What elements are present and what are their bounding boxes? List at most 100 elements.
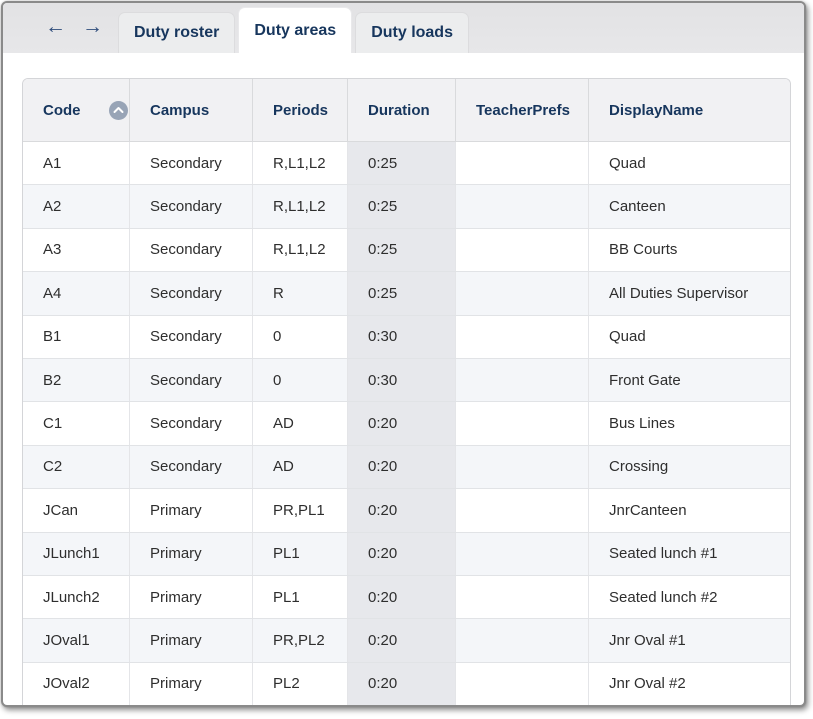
tab-duty-loads[interactable]: Duty loads [355,12,469,53]
cell-displayname[interactable]: Jnr Oval #1 [609,631,686,649]
cell-teacherprefs[interactable] [456,619,589,662]
tab-bar: ← → Duty roster Duty areas Duty loads [3,3,804,53]
cell-code[interactable]: JOval2 [23,662,130,705]
cell-displayname[interactable]: Seated lunch #1 [609,545,718,563]
column-header-code[interactable]: Code [23,79,130,141]
cell-campus[interactable]: Primary [130,662,253,705]
cell-teacherprefs[interactable] [456,185,589,228]
cell-periods[interactable]: PL1 [253,575,348,619]
cell-periods[interactable]: PL1 [253,532,348,575]
cell-campus[interactable]: Primary [130,619,253,662]
cell-teacherprefs[interactable] [456,706,589,707]
cell-code[interactable]: B1 [23,315,130,358]
cell-duration[interactable]: 0:30 [348,315,456,358]
tab-list: Duty roster Duty areas Duty loads [118,7,469,53]
cell-campus[interactable]: Secondary [130,228,253,272]
cell-displayname[interactable]: Bus Lines [609,415,675,433]
cell-duration[interactable]: 0:25 [348,185,456,228]
cell-displayname[interactable]: BB Courts [609,241,678,259]
cell-displayname[interactable] [589,706,790,707]
cell-duration[interactable]: 0:20 [348,662,456,705]
cell-duration[interactable]: 0:20 [348,619,456,662]
column-header-campus[interactable]: Campus [130,79,253,141]
cell-campus[interactable]: Primary [130,575,253,619]
cell-periods[interactable]: PR,PL2 [253,619,348,662]
cell-campus[interactable]: Secondary [130,272,253,315]
tab-duty-roster[interactable]: Duty roster [118,12,236,53]
cell-displayname[interactable]: Canteen [609,198,666,216]
cell-periods[interactable]: R [253,272,348,315]
cell-teacherprefs[interactable] [456,575,589,619]
cell-campus[interactable] [130,706,253,707]
column-header-displayname[interactable]: DisplayName [589,79,790,141]
cell-teacherprefs[interactable] [456,402,589,445]
cell-code[interactable]: C2 [23,445,130,489]
cell-teacherprefs[interactable] [456,142,589,185]
cell-campus[interactable]: Secondary [130,142,253,185]
cell-campus[interactable]: Primary [130,489,253,532]
cell-code[interactable]: JOval1 [23,619,130,662]
cell-campus[interactable]: Secondary [130,185,253,228]
cell-duration[interactable]: 0:20 [348,402,456,445]
column-header-teacherprefs[interactable]: TeacherPrefs [456,79,589,141]
cell-displayname[interactable]: Front Gate [609,371,681,389]
cell-displayname[interactable]: Seated lunch #2 [609,588,718,606]
cell-duration[interactable]: 0:20 [348,532,456,575]
column-header-duration[interactable]: Duration [348,79,456,141]
cell-displayname[interactable]: All Duties Supervisor [609,284,749,302]
cell-duration[interactable]: 0:20 [348,575,456,619]
cell-code[interactable]: JCan [23,489,130,532]
table-row: B2 Secondary 0 0:30 Front Gate [23,358,790,403]
tab-duty-areas[interactable]: Duty areas [238,7,353,53]
cell-periods[interactable]: PR,PL1 [253,489,348,532]
cell-code[interactable]: A3 [23,228,130,272]
cell-periods[interactable]: R,L1,L2 [253,228,348,272]
cell-duration[interactable] [348,706,456,707]
cell-campus[interactable]: Secondary [130,315,253,358]
cell-periods[interactable]: AD [253,445,348,489]
cell-duration[interactable]: 0:20 [348,445,456,489]
cell-teacherprefs[interactable] [456,662,589,705]
cell-teacherprefs[interactable] [456,315,589,358]
cell-campus[interactable]: Secondary [130,358,253,402]
cell-duration[interactable]: 0:30 [348,358,456,402]
cell-code[interactable]: JLunch1 [23,532,130,575]
cell-code[interactable]: B2 [23,358,130,402]
cell-displayname[interactable]: Quad [609,154,646,172]
cell-periods[interactable]: R,L1,L2 [253,142,348,185]
cell-teacherprefs[interactable] [456,489,589,532]
cell-duration[interactable]: 0:25 [348,228,456,272]
cell-teacherprefs[interactable] [456,445,589,489]
cell-code[interactable]: JLunch2 [23,575,130,619]
cell-campus[interactable]: Secondary [130,445,253,489]
cell-displayname[interactable]: Crossing [609,458,669,476]
cell-duration[interactable]: 0:20 [348,489,456,532]
cell-duration[interactable]: 0:25 [348,272,456,315]
cell-periods[interactable]: AD [253,402,348,445]
cell-displayname[interactable]: Quad [609,328,646,346]
duty-areas-table: Code Campus Periods Duration TeacherPrefs Dis… [22,78,791,707]
cell-periods[interactable]: PL2 [253,662,348,705]
cell-code[interactable]: C1 [23,402,130,445]
cell-code[interactable]: A2 [23,185,130,228]
partial-next-row [23,706,790,707]
cell-campus[interactable]: Secondary [130,402,253,445]
cell-displayname[interactable]: Jnr Oval #2 [609,675,686,693]
focused-code-cell[interactable] [23,706,130,707]
column-header-periods[interactable]: Periods [253,79,348,141]
cell-campus[interactable]: Primary [130,532,253,575]
cell-teacherprefs[interactable] [456,532,589,575]
cell-displayname[interactable]: JnrCanteen [609,501,687,519]
cell-periods[interactable]: 0 [253,315,348,358]
cell-periods[interactable]: 0 [253,358,348,402]
cell-code[interactable]: A4 [23,272,130,315]
cell-teacherprefs[interactable] [456,358,589,402]
cell-code[interactable]: A1 [23,142,130,185]
cell-teacherprefs[interactable] [456,228,589,272]
cell-duration[interactable]: 0:25 [348,142,456,185]
cell-periods[interactable] [253,706,348,707]
back-arrow-icon[interactable]: ← [45,15,66,38]
cell-teacherprefs[interactable] [456,272,589,315]
cell-periods[interactable]: R,L1,L2 [253,185,348,228]
forward-arrow-icon[interactable]: → [82,15,103,38]
